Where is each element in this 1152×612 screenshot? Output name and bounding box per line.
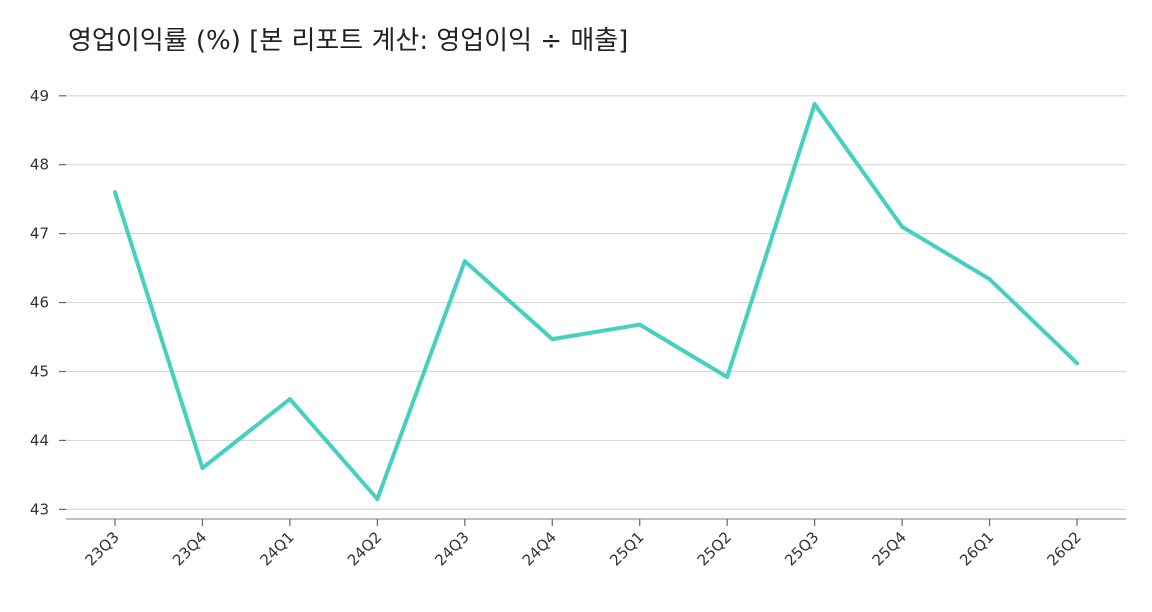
y-tick-label: 44 bbox=[30, 431, 49, 449]
data-point-24Q3 bbox=[462, 259, 467, 264]
x-tick-label: 25Q1 bbox=[606, 528, 647, 569]
y-tick-label: 43 bbox=[30, 500, 49, 518]
x-tick-label: 24Q2 bbox=[344, 528, 385, 569]
data-point-24Q1 bbox=[287, 397, 292, 402]
series-line-0 bbox=[113, 102, 1079, 502]
y-tick-label: 46 bbox=[30, 294, 49, 312]
x-tick-label: 24Q1 bbox=[256, 528, 297, 569]
y-tick-label: 49 bbox=[30, 87, 49, 105]
axis-layer bbox=[59, 95, 1126, 526]
label-layer: 43 44 45 46 47 48 49 23Q3 23Q4 24Q1 24Q2 24Q3 24Q4 25… bbox=[30, 87, 1085, 570]
data-point-26Q2 bbox=[1075, 361, 1079, 366]
x-tick-label: 26Q2 bbox=[1044, 528, 1085, 569]
data-point-23Q4 bbox=[200, 465, 205, 470]
data-point-25Q2 bbox=[725, 375, 730, 380]
x-tick-label: 25Q2 bbox=[694, 528, 735, 569]
y-tick-label: 47 bbox=[30, 225, 49, 243]
x-tick-label: 23Q4 bbox=[169, 528, 210, 569]
data-point-23Q3 bbox=[113, 190, 117, 195]
x-tick-label: 24Q3 bbox=[431, 528, 472, 569]
y-tick-label: 48 bbox=[30, 156, 49, 174]
series-layer bbox=[113, 102, 1079, 502]
data-point-25Q1 bbox=[637, 322, 642, 327]
data-point-24Q2 bbox=[375, 497, 380, 502]
data-point-24Q4 bbox=[550, 337, 555, 342]
x-tick-label: 25Q4 bbox=[869, 528, 910, 569]
data-point-25Q3 bbox=[812, 102, 817, 107]
grid-layer bbox=[66, 95, 1126, 510]
chart-title: 영업이익률 (%) [본 리포트 계산: 영업이익 ÷ 매출] bbox=[68, 26, 629, 56]
x-tick-label: 23Q3 bbox=[82, 528, 123, 569]
x-tick-label: 26Q1 bbox=[956, 528, 997, 569]
y-tick-label: 45 bbox=[30, 362, 49, 380]
data-point-25Q4 bbox=[900, 224, 905, 229]
data-point-26Q1 bbox=[987, 277, 992, 282]
x-tick-label: 24Q4 bbox=[519, 528, 560, 569]
x-tick-label: 25Q3 bbox=[781, 528, 822, 569]
